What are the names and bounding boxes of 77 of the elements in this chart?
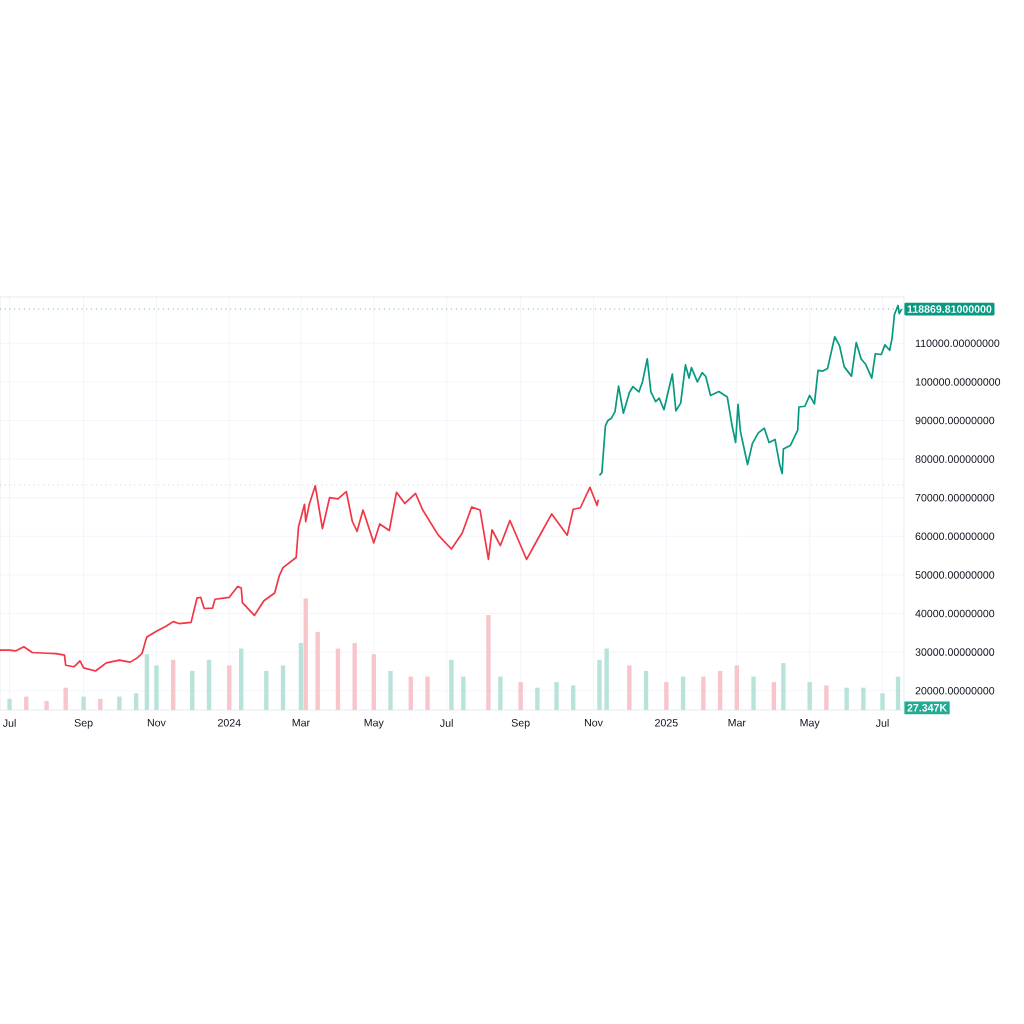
bar <box>239 648 244 710</box>
bar <box>280 665 286 710</box>
y-tick-label: 110000.00000000 <box>915 339 1000 348</box>
bar <box>518 682 523 710</box>
bar <box>388 670 393 710</box>
bar <box>824 685 829 710</box>
y-tick-label: 30000.00000000 <box>915 648 995 656</box>
bar <box>371 654 376 710</box>
y-tick-label: 90000.00000000 <box>915 416 995 425</box>
bar <box>751 676 756 710</box>
y-tick-label: 50000.00000000 <box>915 571 995 579</box>
x-tick-label: Jul <box>2 719 16 727</box>
y-tick-label: 100000.00000000 <box>915 378 1001 386</box>
bar <box>315 631 320 710</box>
bar <box>680 676 686 710</box>
y-tick-label: 20000.00000000 <box>915 686 995 695</box>
bar <box>717 670 723 710</box>
bar <box>461 676 466 710</box>
x-tick-label: 2024 <box>218 719 241 727</box>
ref-line-label: 118869.81000000 <box>907 305 992 313</box>
bar <box>844 687 849 710</box>
bar <box>627 665 632 710</box>
bar <box>895 676 901 710</box>
bar <box>807 682 812 710</box>
x-tick-label: Jul <box>875 719 889 727</box>
bar <box>571 685 576 710</box>
x-tick-label: Nov <box>584 719 603 727</box>
bar <box>7 698 12 710</box>
x-tick-label: May <box>800 719 820 729</box>
y-tick-label: 80000.00000000 <box>915 455 995 463</box>
bar <box>498 676 503 710</box>
bar <box>133 693 139 710</box>
bar <box>170 659 176 710</box>
bar <box>535 687 540 710</box>
x-tick-label: May <box>364 719 384 729</box>
bar <box>190 670 195 710</box>
bar <box>486 615 491 710</box>
bar <box>771 682 777 710</box>
x-tick-label: Nov <box>147 719 166 727</box>
bar <box>701 676 706 710</box>
bar <box>781 663 786 710</box>
bar <box>44 701 49 710</box>
bar <box>154 665 159 710</box>
y-tick-label: 60000.00000000 <box>915 532 995 541</box>
bar <box>98 698 103 710</box>
x-tick-label: Sep <box>74 719 93 729</box>
line-series <box>0 484 600 672</box>
y-tick-label: 70000.00000000 <box>915 493 995 502</box>
bar <box>298 643 304 710</box>
bar <box>861 687 866 710</box>
bar <box>664 682 669 710</box>
bar <box>597 659 602 710</box>
bar <box>408 676 413 710</box>
bar <box>554 682 559 710</box>
bar <box>264 670 269 710</box>
bar <box>206 659 212 710</box>
bar <box>643 670 649 710</box>
bar <box>734 665 740 710</box>
x-tick-label: Jul <box>440 719 453 727</box>
x-tick-label: Mar <box>728 719 746 727</box>
text: 27.347K <box>907 704 947 712</box>
x-tick-label: 2025 <box>655 719 678 727</box>
y-tick-label: 40000.00000000 <box>915 609 995 618</box>
bar <box>144 654 150 710</box>
bar <box>449 659 454 710</box>
bar <box>604 648 609 710</box>
bar <box>117 696 122 710</box>
x-tick-label: Sep <box>511 719 530 729</box>
bar <box>63 687 68 710</box>
bar <box>335 648 341 710</box>
bar <box>425 676 430 710</box>
bar <box>352 643 357 710</box>
bar <box>880 693 885 710</box>
bar <box>227 665 232 710</box>
bar <box>81 696 86 710</box>
x-tick-label: Mar <box>292 719 310 727</box>
bar <box>303 598 308 710</box>
